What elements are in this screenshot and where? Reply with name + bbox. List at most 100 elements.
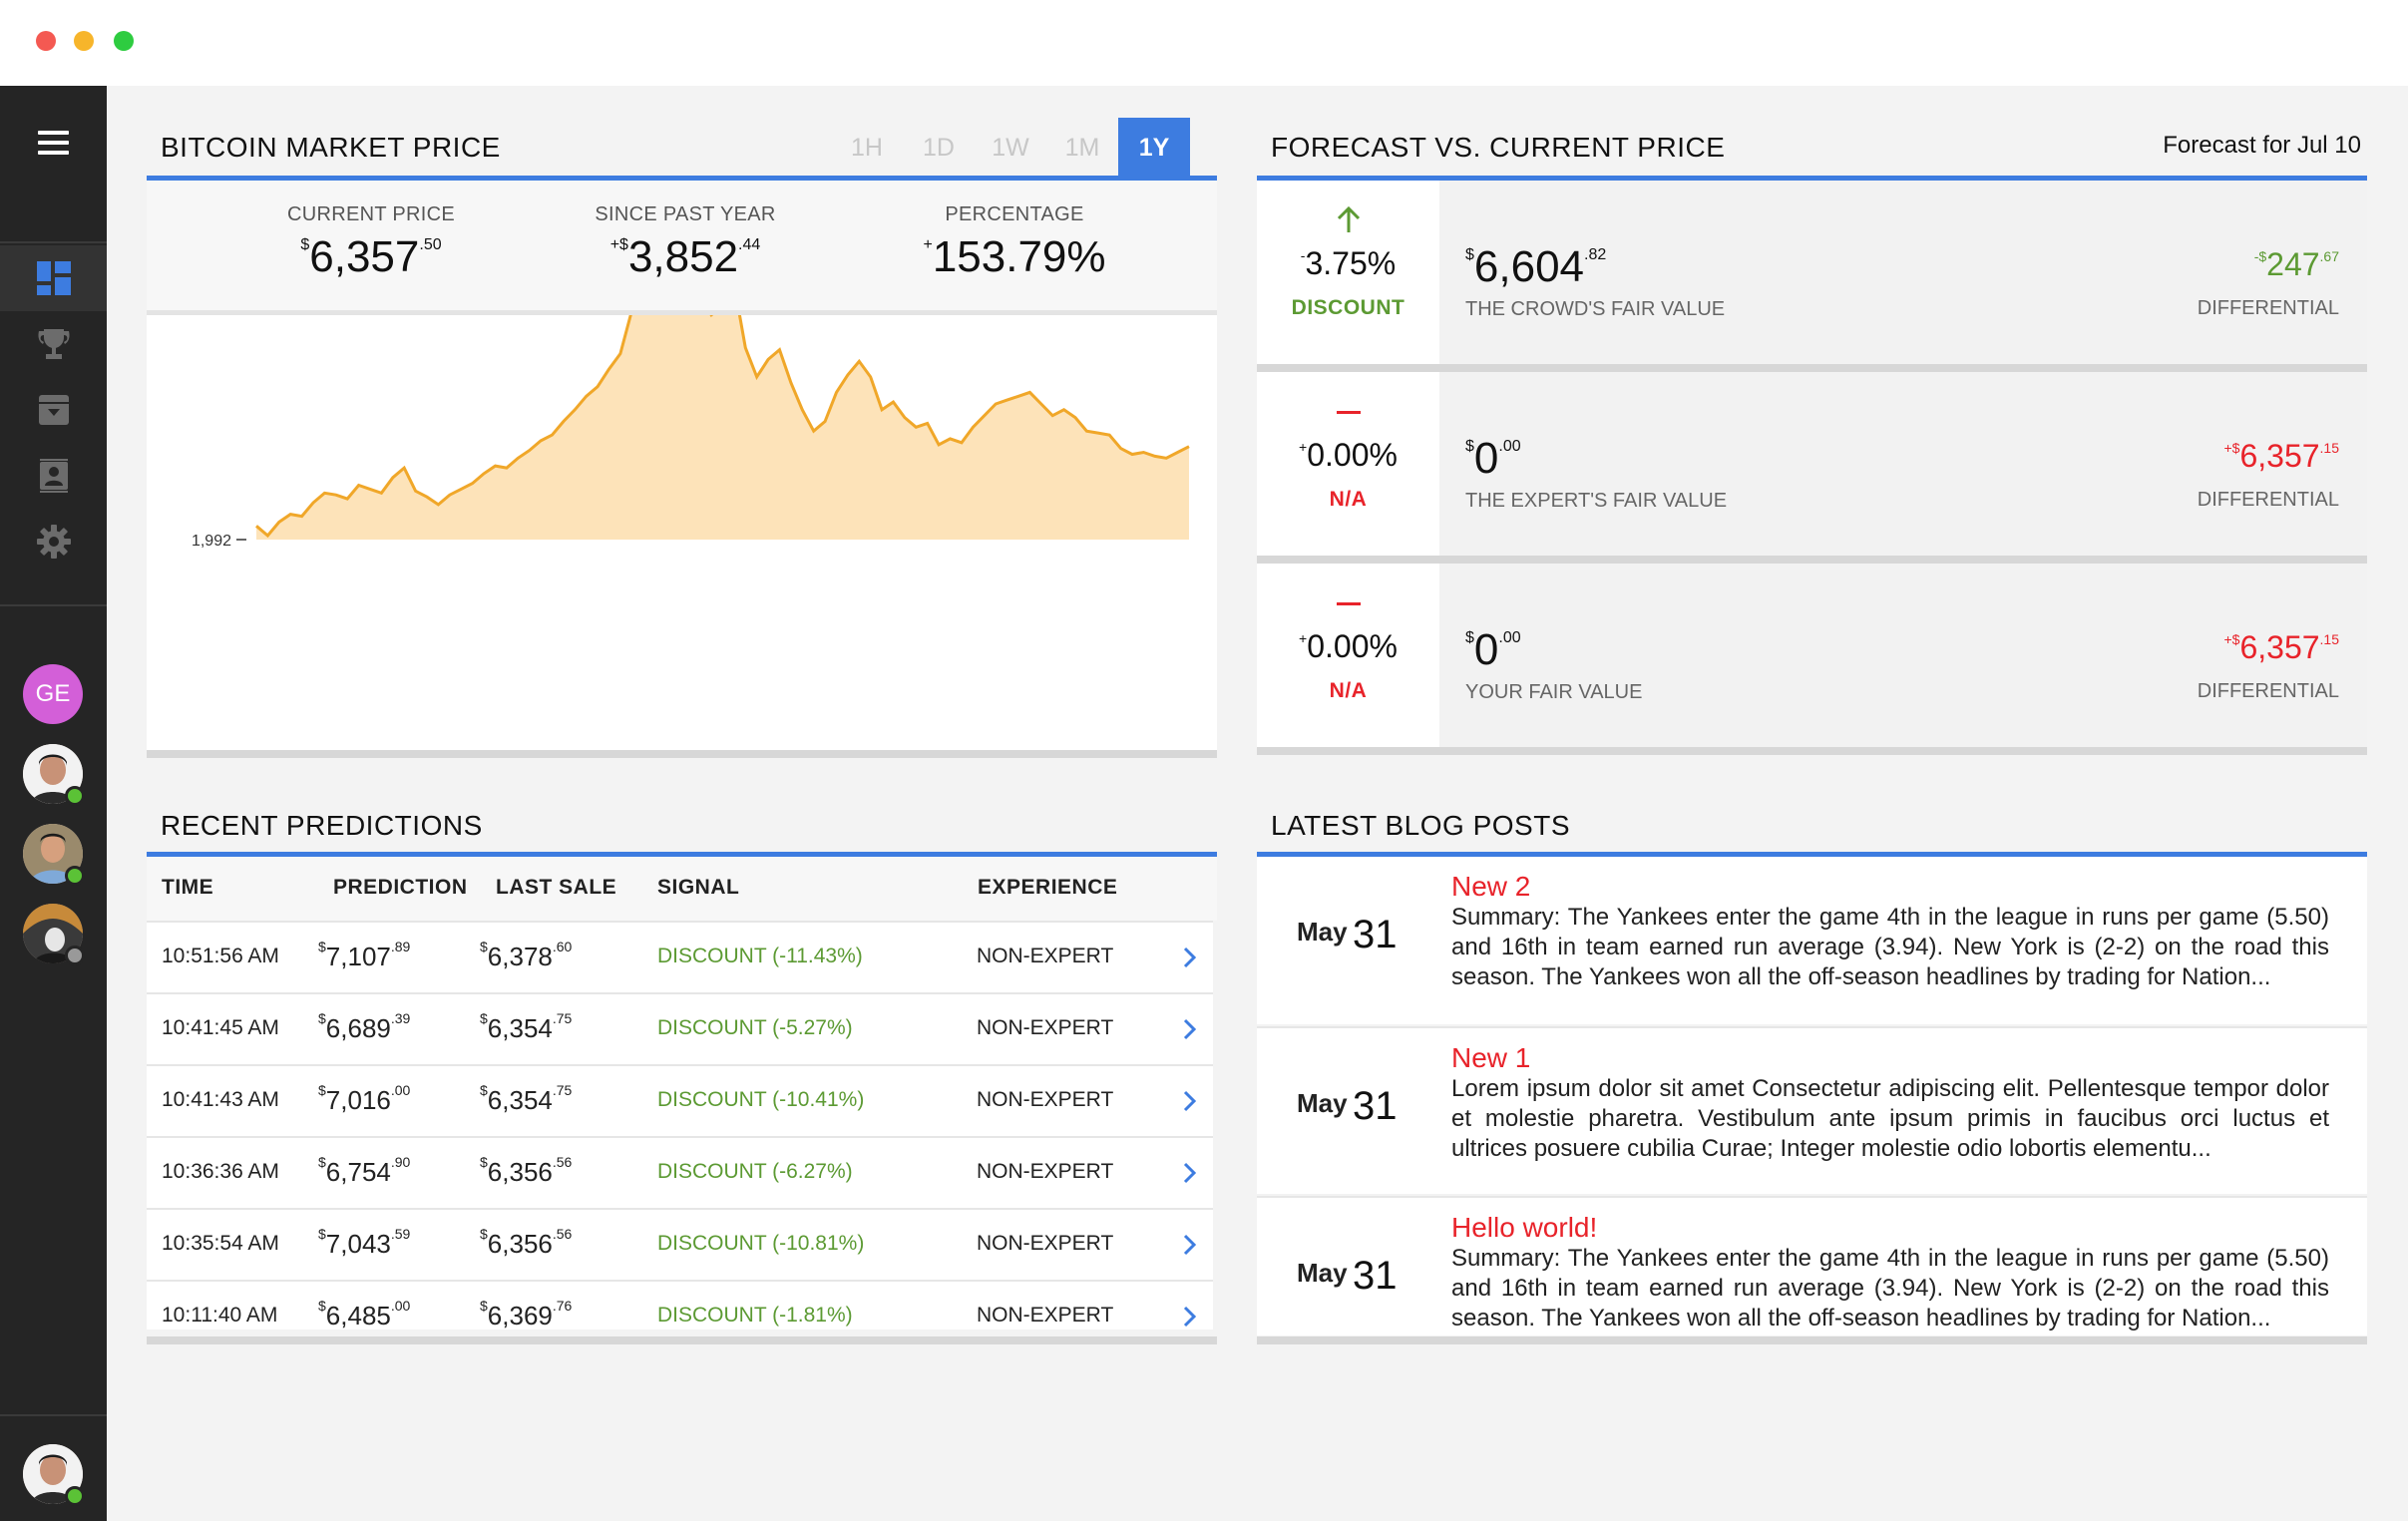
prediction-time: 10:11:40 AM: [162, 1304, 278, 1327]
chevron-right-icon[interactable]: [1179, 1088, 1199, 1114]
chevron-right-icon[interactable]: [1179, 1160, 1199, 1186]
archive-icon: [38, 395, 69, 425]
contacts-icon: [39, 459, 68, 493]
predictions-table-header: [147, 857, 1217, 921]
post-summary: Lorem ipsum dolor sit amet Consectetur a…: [1451, 1075, 2329, 1162]
column-header-prediction[interactable]: PREDICTION: [333, 876, 468, 899]
post-summary: Summary: The Yankees enter the game 4th …: [1451, 904, 2329, 990]
last-sale-value: $6,354.75: [480, 1082, 573, 1115]
blog-panel-title: LATEST BLOG POSTS: [1271, 810, 1570, 841]
forecast-row-yours[interactable]: +0.00% N/A $0.00 YOUR FAIR VALUE +$6,357…: [1257, 564, 2367, 747]
blog-post[interactable]: May 31 Hello world! Summary: The Yankees en…: [1257, 1196, 2367, 1335]
table-row[interactable]: 10:51:56 AM $7,107.89 $6,378.60 DISCOUNT (-…: [147, 921, 1213, 992]
signal-value: DISCOUNT (-6.27%): [657, 1160, 853, 1183]
online-status-badge: [65, 1486, 85, 1506]
forecast-panel-title: FORECAST VS. CURRENT PRICE: [1271, 132, 1726, 163]
sidebar-divider: [0, 1414, 107, 1416]
last-sale-value: $6,354.75: [480, 1010, 573, 1043]
blog-post[interactable]: May 31 New 2 Summary: The Yankees enter the…: [1257, 857, 2367, 1024]
prediction-time: 10:36:36 AM: [162, 1160, 279, 1183]
post-date: May 31: [1297, 1084, 1398, 1128]
online-status-badge: [65, 786, 85, 806]
tab-range-1w[interactable]: 1W: [992, 134, 1029, 162]
sidebar: GE: [0, 86, 107, 1521]
table-row[interactable]: 10:11:40 AM $6,485.00 $6,369.76 DISCOUNT (-…: [147, 1280, 1213, 1330]
last-sale-value: $6,356.56: [480, 1154, 573, 1187]
post-title-link[interactable]: New 1: [1451, 1042, 1531, 1073]
tab-range-1d[interactable]: 1D: [923, 134, 955, 162]
sidebar-divider: [0, 604, 107, 606]
prediction-time: 10:41:45 AM: [162, 1016, 279, 1039]
tab-range-1m[interactable]: 1M: [1064, 134, 1100, 162]
signal-value: DISCOUNT (-5.27%): [657, 1016, 853, 1039]
tab-range-1y[interactable]: 1Y: [1118, 118, 1190, 178]
last-sale-value: $6,369.76: [480, 1298, 573, 1330]
market-stats: [147, 181, 1217, 310]
market-panel-title: BITCOIN MARKET PRICE: [161, 132, 501, 163]
signal-value: DISCOUNT (-10.81%): [657, 1232, 865, 1255]
prediction-value: $7,107.89: [318, 939, 411, 971]
predictions-panel-title: RECENT PREDICTIONS: [161, 810, 483, 841]
experience-value: NON-EXPERT: [977, 1304, 1114, 1327]
trophy-icon: [37, 329, 70, 359]
prediction-value: $6,689.39: [318, 1010, 411, 1043]
current-user-avatar[interactable]: [23, 1444, 85, 1506]
post-title-link[interactable]: New 2: [1451, 871, 1531, 902]
sidebar-item-dashboard[interactable]: [0, 245, 107, 311]
prediction-value: $6,485.00: [318, 1298, 411, 1330]
prediction-value: $7,043.59: [318, 1226, 411, 1259]
table-row[interactable]: 10:41:45 AM $6,689.39 $6,354.75 DISCOUNT (-…: [147, 992, 1213, 1064]
offline-status-badge: [65, 946, 85, 965]
prediction-time: 10:35:54 AM: [162, 1232, 279, 1255]
table-row[interactable]: 10:35:54 AM $7,043.59 $6,356.56 DISCOUNT (-…: [147, 1208, 1213, 1280]
maximize-window-button[interactable]: [114, 31, 134, 51]
window-titlebar: [0, 0, 2408, 86]
blog-panel-accent: [1257, 852, 2367, 857]
dash-icon: [1337, 602, 1361, 605]
prediction-value: $6,754.90: [318, 1154, 411, 1187]
up-arrow-icon: [1337, 206, 1361, 232]
price-chart: 19,2051,992AugSepOctNovDecJanFebMarAprMa…: [183, 199, 1190, 801]
sidebar-item-leaderboard[interactable]: [0, 311, 107, 377]
range-tabs: 1H 1D 1W 1M 1Y: [831, 118, 1190, 178]
avatar[interactable]: [23, 744, 85, 806]
blog-post[interactable]: May 31 New 1 Lorem ipsum dolor sit amet Con…: [1257, 1026, 2367, 1194]
y-tick-min: 1,992: [192, 533, 231, 550]
chevron-right-icon[interactable]: [1179, 1232, 1199, 1258]
hamburger-menu-icon[interactable]: [38, 131, 69, 161]
sidebar-item-settings[interactable]: [0, 509, 107, 574]
close-window-button[interactable]: [36, 31, 56, 51]
tab-range-1h[interactable]: 1H: [851, 134, 883, 162]
forecast-panel-accent: [1257, 176, 2367, 181]
post-date: May 31: [1297, 913, 1398, 956]
experience-value: NON-EXPERT: [977, 1088, 1114, 1111]
predictions-panel-accent: [147, 852, 1217, 857]
avatar[interactable]: [23, 824, 85, 886]
sidebar-item-archive[interactable]: [0, 377, 107, 443]
signal-value: DISCOUNT (-11.43%): [657, 945, 863, 967]
forecast-row-crowd[interactable]: -3.75% DISCOUNT $6,604.82 THE CROWD'S FA…: [1257, 181, 2367, 364]
prediction-time: 10:51:56 AM: [162, 945, 279, 967]
column-header-experience[interactable]: EXPERIENCE: [978, 876, 1118, 899]
online-status-badge: [65, 866, 85, 886]
chevron-right-icon[interactable]: [1179, 945, 1199, 970]
post-title-link[interactable]: Hello world!: [1451, 1212, 1598, 1243]
chevron-right-icon[interactable]: [1179, 1304, 1199, 1330]
table-row[interactable]: 10:36:36 AM $6,754.90 $6,356.56 DISCOUNT (-…: [147, 1136, 1213, 1208]
forecast-row-expert[interactable]: +0.00% N/A $0.00 THE EXPERT'S FAIR VALUE…: [1257, 372, 2367, 556]
panel-shadow: [147, 750, 1217, 758]
experience-value: NON-EXPERT: [977, 1160, 1114, 1183]
column-header-last-sale[interactable]: LAST SALE: [496, 876, 617, 899]
user-avatar-initials[interactable]: GE: [23, 664, 83, 724]
column-header-signal[interactable]: SIGNAL: [657, 876, 740, 899]
minimize-window-button[interactable]: [74, 31, 94, 51]
avatar[interactable]: [23, 904, 85, 965]
sidebar-divider: [0, 241, 107, 243]
panel-shadow: [1257, 747, 2367, 755]
last-sale-value: $6,378.60: [480, 939, 573, 971]
experience-value: NON-EXPERT: [977, 945, 1114, 967]
column-header-time[interactable]: TIME: [162, 876, 214, 899]
sidebar-item-contacts[interactable]: [0, 443, 107, 509]
chevron-right-icon[interactable]: [1179, 1016, 1199, 1042]
table-row[interactable]: 10:41:43 AM $7,016.00 $6,354.75 DISCOUNT (-…: [147, 1064, 1213, 1136]
